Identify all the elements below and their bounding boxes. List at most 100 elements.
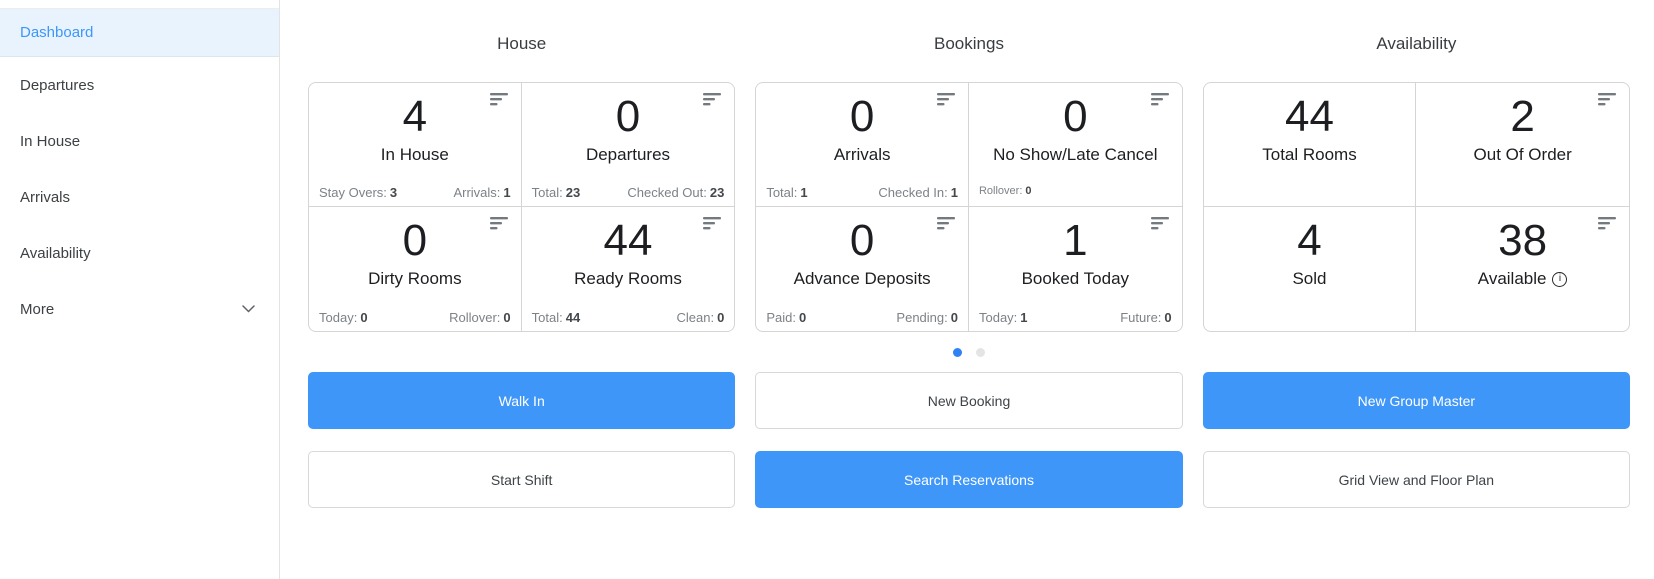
- bookings-card-group: 0 Arrivals Total: 1 Checked In: 1 0 No Sho…: [755, 82, 1183, 332]
- card-total-rooms[interactable]: 44 Total Rooms: [1203, 83, 1417, 207]
- filter-lines-icon[interactable]: [936, 92, 955, 107]
- new-group-master-button[interactable]: New Group Master: [1202, 372, 1630, 429]
- stat-label: Clean:: [676, 310, 715, 325]
- filter-lines-icon[interactable]: [1597, 216, 1616, 231]
- card-value: 44: [1285, 92, 1334, 141]
- bookings-section: Bookings 0 Arrivals Total: 1 Checked In: 1: [755, 0, 1183, 579]
- grid-view-floor-plan-button[interactable]: Grid View and Floor Plan: [1202, 451, 1630, 508]
- card-ready-rooms[interactable]: 44 Ready Rooms Total: 44 Clean: 0: [522, 207, 735, 331]
- filter-lines-icon[interactable]: [936, 216, 955, 231]
- availability-dots-spacer: [1203, 332, 1630, 372]
- availability-section: Availability 44 Total Rooms 2 Out Of Ord…: [1202, 0, 1630, 579]
- sidebar-nav: Dashboard Departures In House Arrivals A…: [0, 8, 279, 337]
- stat: Paid: 0: [766, 310, 806, 325]
- stat: Today: 0: [319, 310, 368, 325]
- card-value: 2: [1510, 92, 1535, 141]
- stat-label: Total:: [531, 310, 563, 325]
- section-title-bookings: Bookings: [934, 34, 1004, 53]
- filter-lines-icon[interactable]: [1150, 216, 1169, 231]
- card-value: 38: [1498, 216, 1548, 265]
- start-shift-button[interactable]: Start Shift: [308, 451, 736, 508]
- sidebar-item-dashboard[interactable]: Dashboard: [0, 9, 279, 57]
- card-label: Departures: [585, 145, 671, 164]
- stat-label: Future:: [1120, 310, 1162, 325]
- info-circle-icon[interactable]: i: [1552, 271, 1568, 287]
- filter-lines-icon[interactable]: [703, 216, 722, 231]
- card-arrivals[interactable]: 0 Arrivals Total: 1 Checked In: 1: [756, 83, 969, 207]
- card-value: 0: [849, 92, 875, 141]
- stat-value: 44: [565, 310, 581, 325]
- stat-value: 1: [800, 185, 808, 200]
- page-dot-1[interactable]: [952, 347, 962, 357]
- stat-value: 0: [717, 310, 725, 325]
- card-stats: Total: 1 Checked In: 1: [766, 185, 958, 200]
- card-label: Dirty Rooms: [368, 269, 462, 288]
- stat-label: Rollover:: [978, 185, 1023, 197]
- card-stats: Paid: 0 Pending: 0: [766, 310, 958, 325]
- card-dirty-rooms[interactable]: 0 Dirty Rooms Today: 0 Rollover: 0: [309, 207, 522, 331]
- card-value: 0: [615, 92, 641, 141]
- card-label: Available i: [1478, 269, 1568, 289]
- sidebar-item-label: More: [20, 300, 55, 318]
- card-available[interactable]: 38 Available i: [1416, 207, 1629, 331]
- stat-value: 1: [1020, 310, 1028, 325]
- card-stats: Rollover: 0: [979, 185, 1172, 197]
- sidebar-item-more[interactable]: More: [0, 281, 279, 337]
- card-no-show-late-cancel[interactable]: 0 No Show/Late Cancel Rollover: 0: [968, 83, 1182, 207]
- sidebar-item-label: In House: [20, 132, 81, 150]
- card-booked-today[interactable]: 1 Booked Today Today: 1 Future: 0: [969, 207, 1182, 331]
- sidebar-item-label: Dashboard: [20, 24, 94, 41]
- availability-card-group: 44 Total Rooms 2 Out Of Order 4 Sold: [1202, 82, 1630, 332]
- card-departures[interactable]: 0 Departures Total: 23 Checked Out: 23: [521, 83, 735, 207]
- house-card-group: 4 In House Stay Overs: 3 Arrivals: 1 0 Dep…: [308, 82, 736, 332]
- filter-lines-icon[interactable]: [703, 92, 722, 107]
- filter-lines-icon[interactable]: [1597, 92, 1616, 107]
- stat-label: Stay Overs:: [319, 185, 387, 200]
- card-stats: Today: 0 Rollover: 0: [319, 310, 511, 325]
- sidebar-item-departures[interactable]: Departures: [0, 57, 279, 113]
- stat-value: 0: [950, 310, 958, 325]
- card-out-of-order[interactable]: 2 Out Of Order: [1416, 83, 1629, 207]
- section-title-house: House: [497, 34, 547, 53]
- sidebar-item-arrivals[interactable]: Arrivals: [0, 169, 279, 225]
- stat-value: 0: [1025, 185, 1032, 197]
- stat-value: 1: [950, 185, 958, 200]
- stat-value: 1: [503, 185, 511, 200]
- filter-lines-icon[interactable]: [489, 216, 508, 231]
- card-advance-deposits[interactable]: 0 Advance Deposits Paid: 0 Pending: 0: [756, 207, 969, 331]
- filter-lines-icon[interactable]: [1150, 92, 1169, 107]
- house-section: House 4 In House Stay Overs: 3 Arrivals: 1: [308, 0, 736, 579]
- stat-value: 0: [798, 310, 807, 325]
- stat-value: 0: [503, 310, 511, 325]
- stat-label: Total:: [531, 185, 563, 200]
- stat-value: 23: [709, 185, 725, 200]
- card-value: 0: [1063, 92, 1088, 141]
- page-dot-2[interactable]: [975, 347, 985, 357]
- card-sold[interactable]: 4 Sold: [1204, 207, 1417, 331]
- sidebar-item-in-house[interactable]: In House: [0, 113, 279, 169]
- card-value: 4: [402, 92, 428, 141]
- house-dots-spacer: [308, 332, 735, 372]
- stat-label: Today:: [978, 310, 1018, 325]
- filter-lines-icon[interactable]: [489, 92, 508, 107]
- stat-label: Arrivals:: [453, 185, 501, 200]
- sidebar-item-label: Arrivals: [20, 188, 71, 206]
- sidebar-item-availability[interactable]: Availability: [0, 225, 279, 281]
- new-booking-button[interactable]: New Booking: [755, 372, 1183, 429]
- card-label: Out Of Order: [1473, 145, 1572, 164]
- card-label: In House: [380, 145, 449, 164]
- card-value: 1: [1063, 216, 1088, 265]
- search-reservations-button[interactable]: Search Reservations: [755, 451, 1183, 508]
- stat-label: Rollover:: [449, 310, 501, 325]
- stat-value: 0: [360, 310, 368, 325]
- stat: Pending: 0: [896, 310, 958, 325]
- walk-in-button[interactable]: Walk In: [308, 372, 736, 429]
- card-label: Booked Today: [1021, 269, 1130, 288]
- card-label: Advance Deposits: [793, 269, 931, 288]
- card-in-house[interactable]: 4 In House Stay Overs: 3 Arrivals: 1: [309, 83, 522, 207]
- stat: Clean: 0: [677, 310, 725, 325]
- card-value: 0: [402, 216, 428, 265]
- stat: Rollover: 0: [449, 310, 511, 325]
- stat: Future: 0: [1120, 310, 1171, 325]
